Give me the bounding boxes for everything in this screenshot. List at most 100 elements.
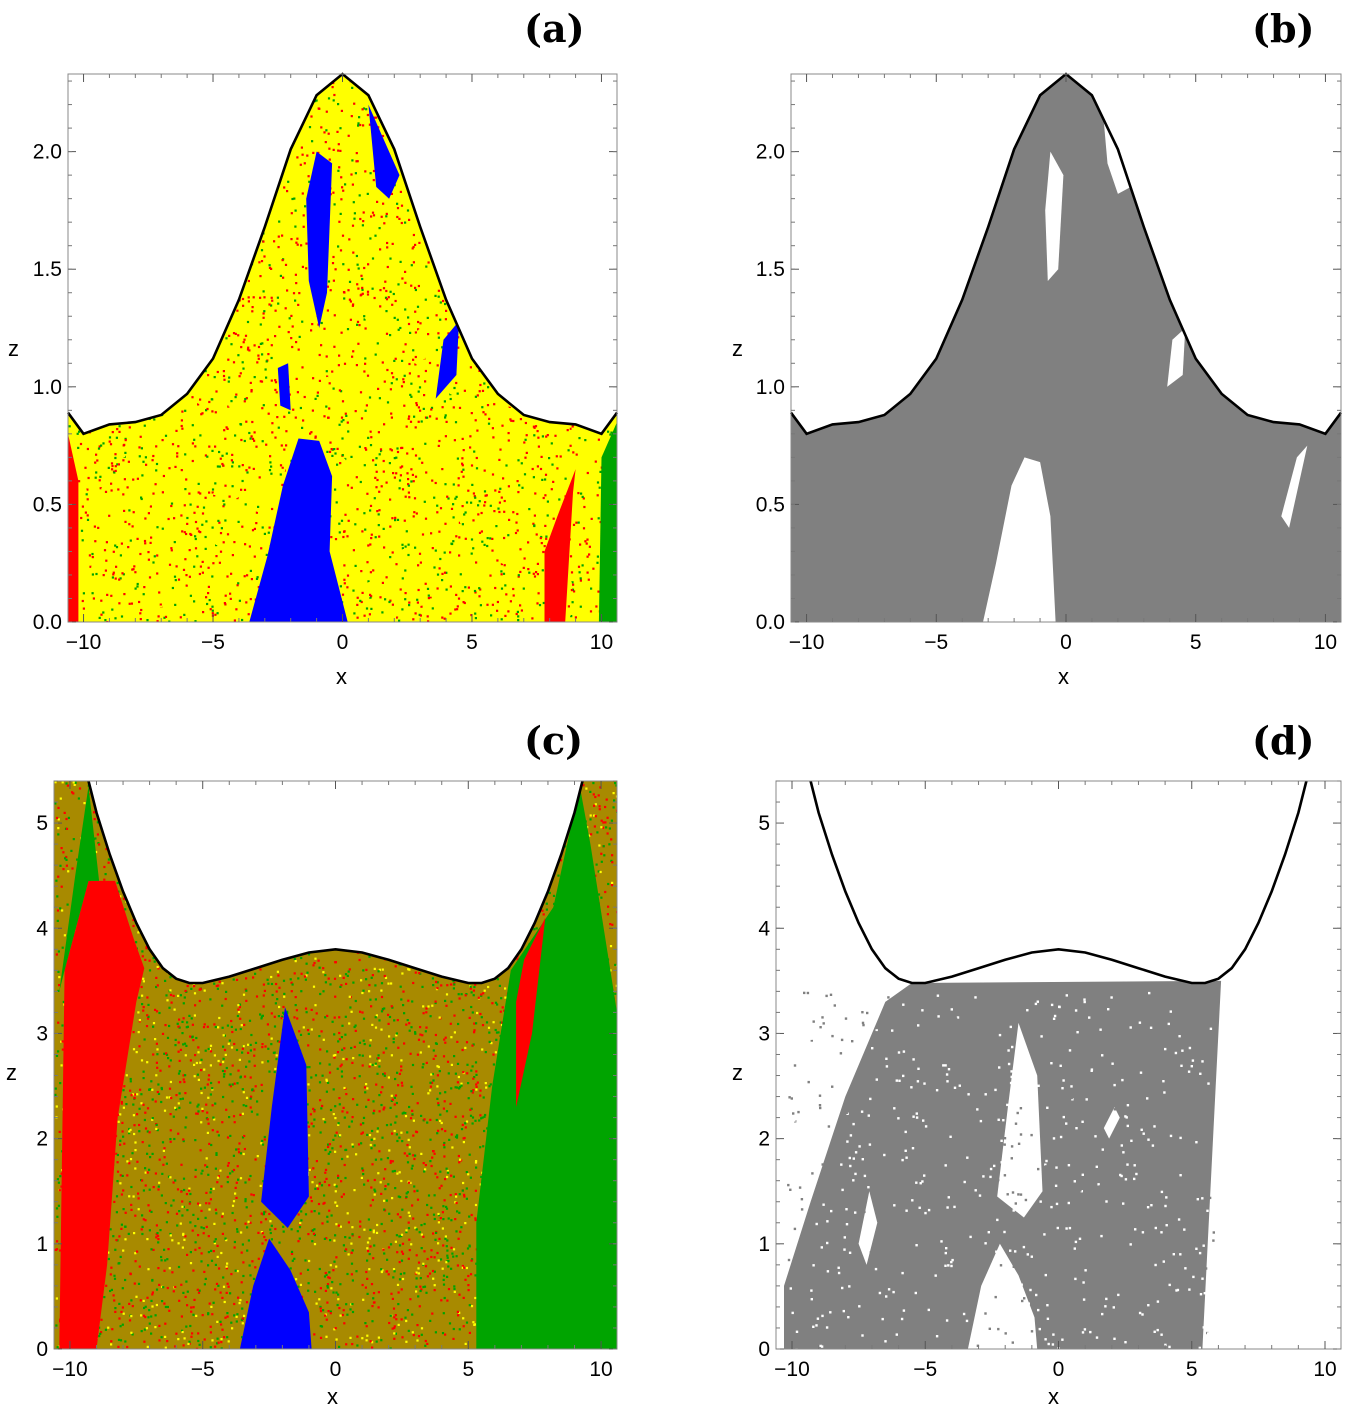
speckle-point [314, 435, 317, 438]
speckle-point [370, 598, 373, 601]
speckle-point [247, 319, 250, 322]
speckle-point [279, 489, 282, 492]
speckle-point [452, 230, 455, 233]
speckle-point [366, 297, 369, 300]
speckle-point [234, 266, 237, 270]
speckle-point [179, 611, 182, 614]
speckle-point [516, 352, 519, 355]
basin-region-green [598, 422, 617, 622]
speckle-point [576, 363, 579, 367]
speckle-point [514, 133, 517, 136]
speckle-point [414, 546, 417, 549]
speckle-point [555, 194, 558, 197]
speckle-point [250, 435, 253, 438]
speckle-point [158, 261, 161, 264]
speckle-point [249, 598, 252, 601]
speckle-point [147, 157, 150, 160]
speckle-point [442, 186, 446, 189]
speckle-point [407, 491, 410, 494]
x-axis-title-a: x [336, 664, 347, 689]
speckle-point [129, 539, 132, 542]
speckle-point [585, 144, 588, 147]
speckle-point [144, 197, 147, 200]
speckle-point [418, 210, 421, 214]
speckle-point [441, 244, 444, 247]
speckle-point [539, 467, 543, 471]
speckle-point [395, 472, 398, 475]
speckle-point [122, 228, 125, 231]
speckle-point [279, 227, 282, 230]
speckle-point [121, 790, 124, 793]
speckle-point [426, 553, 429, 556]
speckle-point [318, 353, 321, 357]
speckle-point [468, 118, 471, 121]
speckle-point [204, 485, 207, 488]
speckle-point [153, 609, 156, 613]
speckle-point [331, 1281, 334, 1284]
speckle-point [164, 791, 167, 794]
speckle-point [307, 175, 310, 178]
background-fill [791, 74, 1341, 622]
speckle-point [340, 109, 343, 112]
speckle-point [256, 140, 259, 143]
speckle-point [592, 340, 595, 343]
speckle-point [386, 368, 389, 372]
speckle-point [472, 234, 475, 238]
speckle-point [176, 389, 179, 392]
speckle-point [523, 112, 526, 115]
speckle-point [479, 231, 482, 234]
speckle-point [559, 393, 562, 396]
speckle-point [517, 347, 520, 350]
speckle-point [369, 855, 372, 858]
speckle-point [208, 445, 211, 448]
speckle-point [421, 461, 424, 464]
speckle-point [207, 592, 210, 595]
speckle-point [140, 1228, 143, 1231]
speckle-point [99, 96, 102, 99]
speckle-point [215, 171, 218, 174]
speckle-point [344, 183, 347, 186]
speckle-point [602, 80, 606, 83]
speckle-point [484, 413, 487, 416]
speckle-point [494, 172, 497, 175]
basin-region-blue [435, 321, 459, 399]
speckle-point [496, 198, 499, 201]
speckle-point [595, 605, 598, 608]
speckle-point [479, 276, 482, 279]
speckle-point [169, 333, 173, 336]
basin-region-gap [1045, 151, 1064, 281]
speckle-point [183, 315, 186, 318]
speckle-point [208, 599, 211, 602]
speckle-point [302, 419, 305, 422]
speckle-point [536, 562, 539, 565]
speckle-point [503, 519, 506, 522]
speckle-point [476, 429, 479, 432]
speckle-point [341, 437, 344, 440]
speckle-point [236, 309, 239, 312]
speckle-point [101, 121, 104, 125]
speckle-point [571, 427, 574, 430]
speckle-point [222, 222, 226, 225]
speckle-point [336, 463, 339, 466]
speckle-point [540, 337, 543, 340]
speckle-point [237, 520, 240, 523]
speckle-point [226, 167, 229, 170]
speckle-point [186, 522, 189, 525]
speckle-point [91, 573, 94, 576]
speckle-point [435, 86, 438, 89]
speckle-point [83, 91, 86, 94]
speckle-point [236, 253, 239, 256]
speckle-point [409, 331, 412, 334]
speckle-point [395, 1101, 398, 1105]
speckle-point [243, 400, 246, 403]
speckle-point [211, 491, 214, 494]
speckle-point [231, 163, 234, 166]
speckle-point [119, 280, 122, 283]
speckle-point [241, 1112, 244, 1115]
speckle-point [251, 181, 254, 184]
speckle-point [281, 466, 284, 469]
speckle-point [508, 405, 511, 408]
speckle-point [196, 1073, 199, 1076]
speckle-point [490, 356, 493, 359]
speckle-point [399, 190, 402, 193]
